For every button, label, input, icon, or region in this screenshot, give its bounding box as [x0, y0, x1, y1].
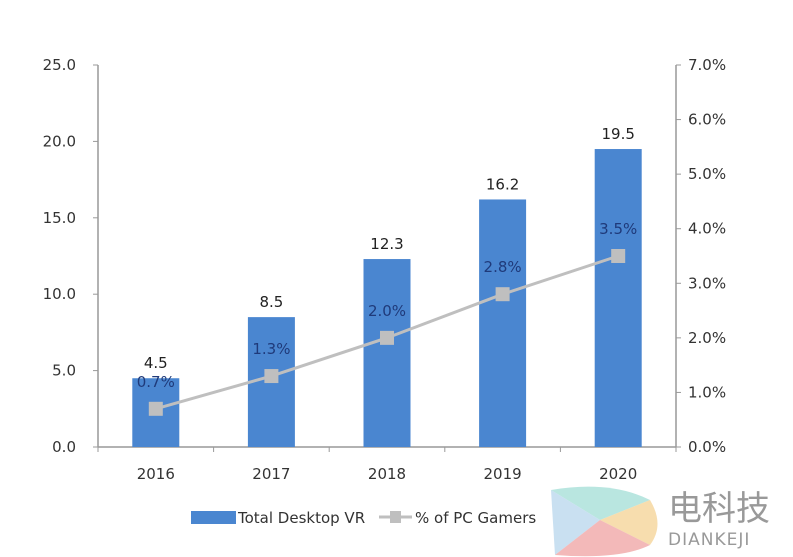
legend-swatch-bar — [191, 511, 236, 524]
y-tick-label-left: 20.0 — [43, 132, 76, 150]
line-label: 1.3% — [252, 340, 290, 358]
line-marker — [495, 287, 510, 302]
x-tick-label: 2020 — [599, 465, 637, 483]
y-tick-label-right: 7.0% — [688, 56, 726, 74]
watermark-logo: 电科技 DIANKEJI — [551, 486, 770, 557]
x-tick-label: 2017 — [252, 465, 290, 483]
bar-label: 16.2 — [486, 175, 519, 193]
line-marker — [380, 330, 394, 345]
bar-label: 19.5 — [601, 125, 634, 143]
bar-label: 8.5 — [259, 293, 283, 311]
line-marker — [148, 401, 163, 416]
line-marker — [264, 369, 279, 384]
bar — [363, 259, 411, 447]
y-tick-label-right: 2.0% — [688, 329, 726, 347]
data-labels: 4.5 8.5 12.3 16.2 19.5 0.7% 1.3% 2.0% 2.8% 3.5% — [137, 125, 638, 391]
legend-swatch-marker — [390, 511, 401, 523]
bar — [594, 149, 642, 448]
watermark-cn: 电科技 — [668, 489, 770, 529]
legend: Total Desktop VR % of PC Gamers — [191, 509, 536, 527]
y-tick-label-right: 5.0% — [688, 165, 726, 183]
legend-label-line: % of PC Gamers — [415, 509, 536, 527]
line-label: 0.7% — [137, 373, 175, 391]
y-tick-label-right: 4.0% — [688, 220, 726, 238]
y-tick-label-left: 10.0 — [43, 285, 76, 303]
y-tick-label-right: 0.0% — [688, 438, 726, 456]
bar — [479, 199, 527, 447]
x-tick-label: 2016 — [137, 465, 175, 483]
line-label: 3.5% — [599, 220, 637, 238]
axes: 0.0 5.0 10.0 15.0 20.0 25.0 0.0% 1.0% 2.0% 3.0% 4.… — [43, 56, 727, 483]
y-tick-label-left: 25.0 — [43, 56, 76, 74]
legend-label-bar: Total Desktop VR — [237, 509, 365, 527]
y-tick-label-left: 5.0 — [52, 362, 76, 380]
y-tick-label-left: 0.0 — [52, 438, 76, 456]
bar-label: 12.3 — [370, 235, 403, 253]
watermark-en: DIANKEJI — [668, 530, 750, 550]
x-tick-label: 2018 — [368, 465, 406, 483]
line-series — [148, 249, 626, 416]
y-tick-label-left: 15.0 — [43, 209, 76, 227]
line-label: 2.8% — [484, 258, 522, 276]
bars — [132, 149, 642, 448]
x-tick-label: 2019 — [484, 465, 522, 483]
y-tick-label-right: 1.0% — [688, 383, 726, 401]
line-marker — [611, 249, 626, 263]
line-label: 2.0% — [368, 302, 406, 320]
y-tick-label-right: 6.0% — [688, 111, 726, 129]
y-tick-label-right: 3.0% — [688, 274, 726, 292]
bar-label: 4.5 — [144, 354, 168, 372]
